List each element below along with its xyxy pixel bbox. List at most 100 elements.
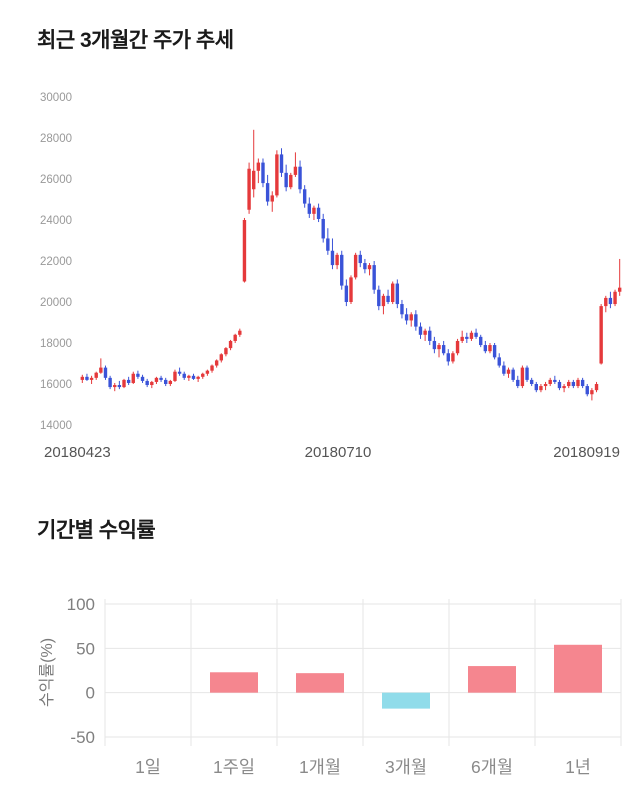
candle-body	[136, 373, 140, 377]
candle-body	[340, 254, 344, 286]
y-axis-tick-label: 100	[67, 595, 95, 614]
candle-body	[122, 379, 126, 388]
candle-body	[242, 220, 247, 282]
candle-body	[219, 354, 223, 361]
candle-body	[414, 314, 418, 327]
candle-body	[483, 345, 488, 352]
candle-body	[511, 369, 515, 380]
candle-body	[604, 297, 608, 307]
candle-body	[191, 375, 196, 379]
candle-body	[284, 172, 288, 188]
y-axis-tick-label: 30000	[40, 92, 72, 104]
candle-body	[585, 386, 589, 395]
candle-body	[534, 384, 538, 391]
candle-body	[381, 295, 386, 307]
candle-body	[140, 376, 145, 381]
return-bar-2	[210, 672, 258, 693]
candle-body	[238, 330, 242, 335]
candle-body	[89, 377, 94, 380]
returns-bar-chart: 100 50 0 -50 1일 1주일 1개월 3개월 6개월 1년 수익률(%)	[38, 595, 622, 777]
candle-body	[228, 340, 233, 349]
candle-body	[460, 336, 464, 341]
return-bar-4	[382, 692, 430, 709]
y-axis-tick-label: 18000	[40, 338, 72, 350]
candle-body	[553, 379, 557, 382]
candle-body	[437, 345, 441, 350]
candle-body	[214, 360, 219, 366]
period-returns-title: 기간별 수익률	[37, 519, 156, 542]
x-axis-category-label: 6개월	[471, 757, 513, 777]
y-axis-tick-label: 14000	[40, 420, 72, 432]
candle-body	[599, 306, 603, 364]
candle-body	[182, 373, 186, 378]
x-axis-category-label: 1년	[565, 757, 591, 777]
candle-body	[502, 365, 506, 374]
candle-body	[177, 371, 182, 374]
candle-body	[307, 203, 312, 214]
candle-body	[409, 314, 413, 321]
candle-body	[525, 367, 529, 380]
price-trend-title: 최근 3개월간 주가 추세	[37, 29, 234, 52]
candle-body	[469, 332, 474, 339]
x-axis-category-label: 1주일	[213, 757, 255, 777]
candle-body	[432, 340, 437, 350]
candle-body	[571, 381, 576, 387]
candle-body	[488, 345, 492, 352]
candle-body	[247, 168, 251, 210]
candle-body	[516, 379, 520, 387]
candle-body	[131, 373, 135, 383]
candle-body	[85, 376, 89, 380]
candle-body	[580, 379, 585, 387]
candle-body	[126, 379, 131, 383]
x-axis-date-label: 20180919	[553, 444, 620, 461]
candle-body	[497, 357, 501, 366]
x-axis-date-label: 20180710	[305, 444, 372, 461]
candle-body	[210, 365, 214, 371]
candle-body	[594, 384, 599, 391]
candle-body	[344, 285, 349, 302]
x-axis-category-label: 1개월	[299, 757, 341, 777]
candle-body	[377, 289, 381, 307]
candle-body	[302, 189, 307, 204]
candle-body	[108, 377, 112, 388]
y-axis-tick-label: 20000	[40, 297, 72, 309]
x-axis-date-label: 20180423	[44, 444, 111, 461]
candle-body	[196, 376, 200, 379]
candle-body	[479, 336, 483, 346]
candle-body	[423, 330, 427, 335]
candle-body	[224, 348, 228, 355]
y-axis-tick-label: 26000	[40, 174, 72, 186]
candle-body	[279, 154, 284, 173]
candle-body	[145, 380, 149, 386]
candle-body	[256, 162, 261, 171]
return-bar-3	[296, 673, 344, 693]
candle-body	[372, 265, 376, 290]
candle-body	[557, 381, 562, 389]
candle-body	[94, 372, 98, 378]
candle-body	[270, 195, 274, 202]
y-axis-tick-label: 0	[86, 684, 95, 703]
candle-body	[113, 385, 117, 388]
candle-body	[168, 380, 173, 384]
y-axis-title: 수익률(%)	[38, 638, 56, 707]
candle-body	[275, 154, 279, 196]
return-bar-6	[554, 644, 602, 693]
candle-body	[335, 254, 339, 266]
candle-body	[608, 297, 613, 305]
candle-body	[312, 207, 316, 214]
candle-body	[404, 314, 409, 321]
candle-body	[252, 170, 256, 190]
candle-body	[465, 336, 469, 339]
candle-body	[330, 250, 335, 266]
candle-body	[233, 334, 237, 341]
candle-body	[326, 238, 330, 251]
y-axis-tick-label: 24000	[40, 215, 72, 227]
candle-body	[446, 353, 450, 362]
candle-body	[474, 332, 478, 337]
candle-body	[386, 295, 390, 302]
candle-body	[80, 376, 85, 380]
candle-body	[529, 379, 534, 384]
candle-body	[201, 373, 205, 377]
candle-body	[590, 390, 594, 395]
candle-body	[506, 369, 511, 374]
